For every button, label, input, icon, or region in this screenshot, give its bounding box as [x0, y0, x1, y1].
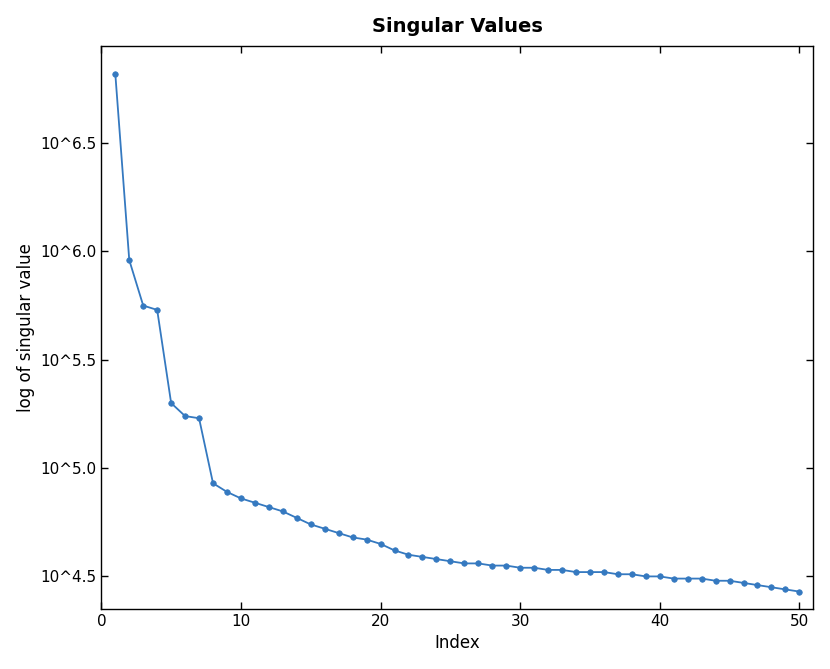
X-axis label: Index: Index	[434, 634, 481, 652]
Y-axis label: log of singular value: log of singular value	[17, 243, 35, 411]
Title: Singular Values: Singular Values	[372, 17, 543, 35]
